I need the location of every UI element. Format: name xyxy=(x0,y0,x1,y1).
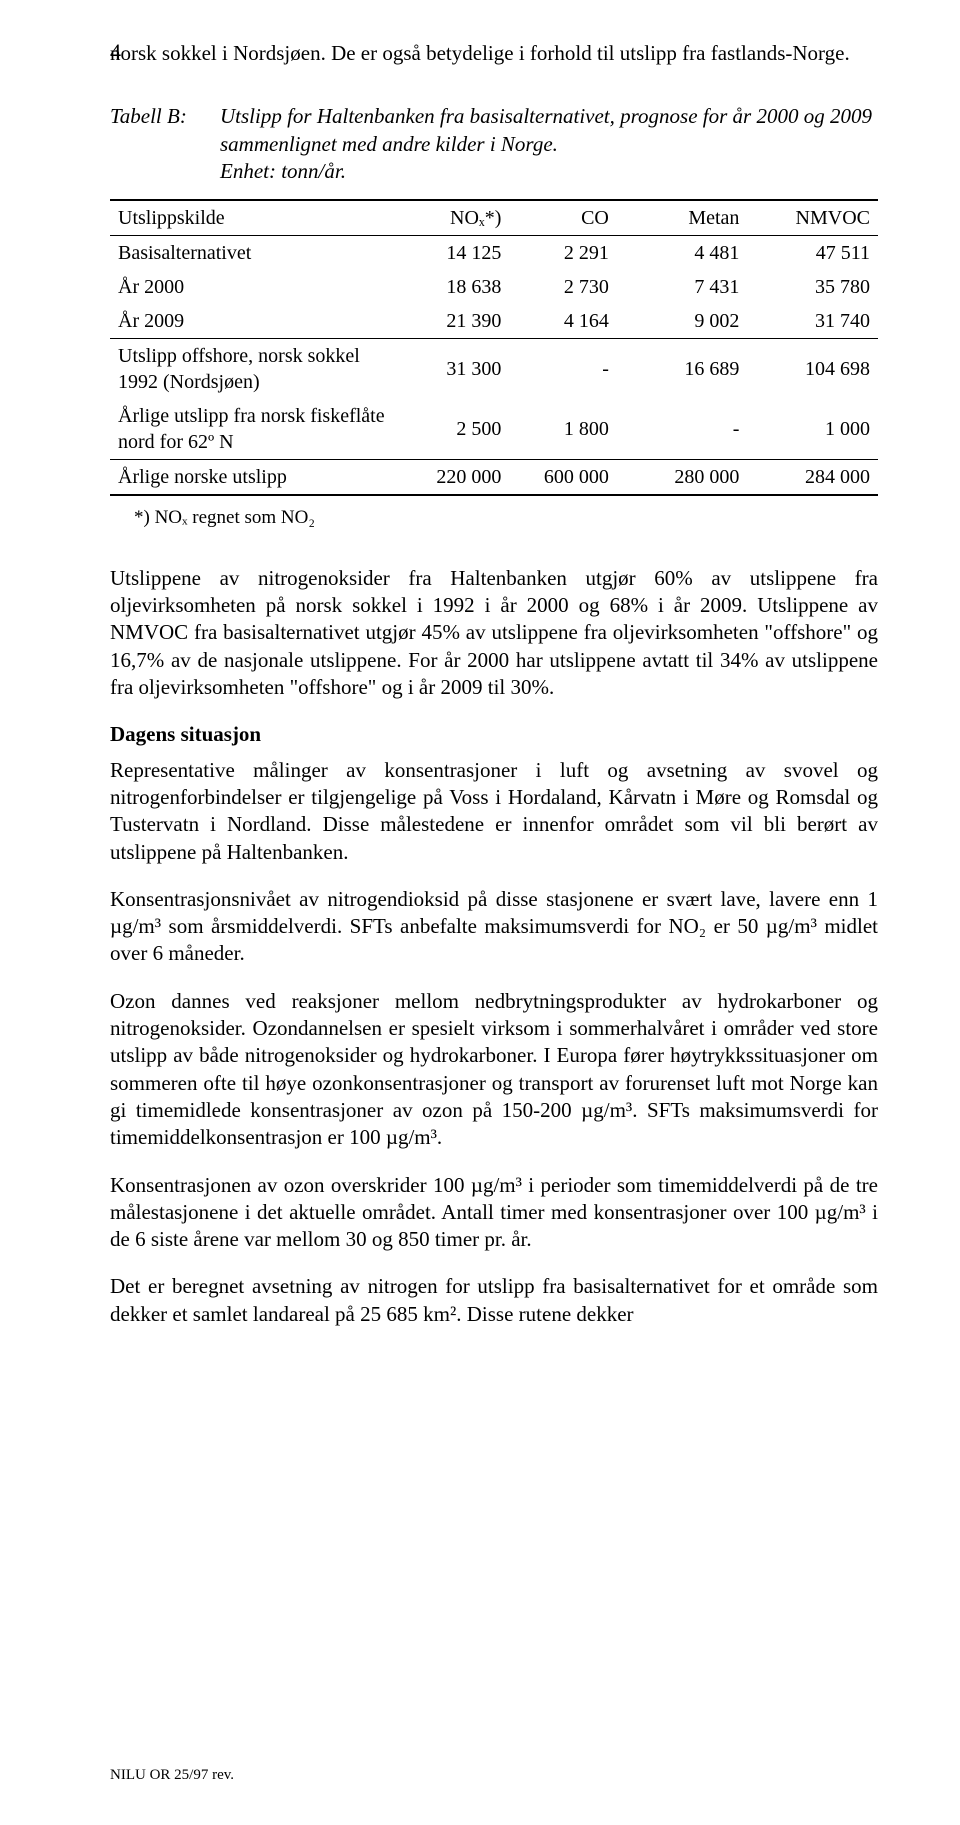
table-row: Basisalternativet 14 125 2 291 4 481 47 … xyxy=(110,236,878,271)
cell: År 2009 xyxy=(110,304,402,339)
table-row: Årlige norske utslipp 220 000 600 000 28… xyxy=(110,460,878,496)
cell: 1 800 xyxy=(509,399,617,460)
table-footnote: *) NOₓ regnet som NO₂ xyxy=(134,506,878,531)
cell: 21 390 xyxy=(402,304,510,339)
cell: 600 000 xyxy=(509,460,617,496)
th-nmvoc: NMVOC xyxy=(747,200,878,236)
section-heading: Dagens situasjon xyxy=(110,721,878,748)
cell: Årlige utslipp fra norsk fiskeflåte nord… xyxy=(110,399,402,460)
paragraph-2: Representative målinger av konsentrasjon… xyxy=(110,757,878,866)
cell: 284 000 xyxy=(747,460,878,496)
cell: 2 500 xyxy=(402,399,510,460)
cell: 104 698 xyxy=(747,339,878,400)
paragraph-3: Konsentrasjonsnivået av nitrogendioksid … xyxy=(110,886,878,968)
table-caption-line2: Enhet: tonn/år. xyxy=(220,159,346,183)
paragraph-6: Det er beregnet avsetning av nitrogen fo… xyxy=(110,1273,878,1328)
cell: 16 689 xyxy=(617,339,748,400)
th-co: CO xyxy=(509,200,617,236)
paragraph-4: Ozon dannes ved reaksjoner mellom nedbry… xyxy=(110,988,878,1152)
table-caption: Tabell B: Utslipp for Haltenbanken fra b… xyxy=(110,103,878,185)
cell: 2 730 xyxy=(509,270,617,304)
cell: 9 002 xyxy=(617,304,748,339)
intro-paragraph: norsk sokkel i Nordsjøen. De er også bet… xyxy=(110,40,878,67)
cell: År 2000 xyxy=(110,270,402,304)
table-row: År 2009 21 390 4 164 9 002 31 740 xyxy=(110,304,878,339)
th-nox: NOₓ*) xyxy=(402,200,510,236)
cell: Basisalternativet xyxy=(110,236,402,271)
emissions-table: Utslippskilde NOₓ*) CO Metan NMVOC Basis… xyxy=(110,199,878,496)
table-block: Tabell B: Utslipp for Haltenbanken fra b… xyxy=(110,103,878,531)
cell: 18 638 xyxy=(402,270,510,304)
cell: 280 000 xyxy=(617,460,748,496)
page-footer: NILU OR 25/97 rev. xyxy=(110,1766,234,1786)
cell: Årlige norske utslipp xyxy=(110,460,402,496)
table-caption-body: Utslipp for Haltenbanken fra basisaltern… xyxy=(220,103,878,185)
cell: 31 740 xyxy=(747,304,878,339)
cell: 4 164 xyxy=(509,304,617,339)
cell: Utslipp offshore, norsk sokkel 1992 (Nor… xyxy=(110,339,402,400)
page-number: 4 xyxy=(110,38,121,67)
table-label: Tabell B: xyxy=(110,103,220,130)
cell: 1 000 xyxy=(747,399,878,460)
cell: - xyxy=(509,339,617,400)
cell: 2 291 xyxy=(509,236,617,271)
paragraph-1: Utslippene av nitrogenoksider fra Halten… xyxy=(110,565,878,701)
cell: 31 300 xyxy=(402,339,510,400)
table-row: År 2000 18 638 2 730 7 431 35 780 xyxy=(110,270,878,304)
table-header-row: Utslippskilde NOₓ*) CO Metan NMVOC xyxy=(110,200,878,236)
th-source: Utslippskilde xyxy=(110,200,402,236)
cell: 35 780 xyxy=(747,270,878,304)
cell: 220 000 xyxy=(402,460,510,496)
cell: 4 481 xyxy=(617,236,748,271)
cell: 7 431 xyxy=(617,270,748,304)
table-caption-line1: Utslipp for Haltenbanken fra basisaltern… xyxy=(220,104,872,155)
cell: 14 125 xyxy=(402,236,510,271)
th-metan: Metan xyxy=(617,200,748,236)
paragraph-5: Konsentrasjonen av ozon overskrider 100 … xyxy=(110,1172,878,1254)
page: 4 norsk sokkel i Nordsjøen. De er også b… xyxy=(0,0,960,1825)
cell: 47 511 xyxy=(747,236,878,271)
table-row: Årlige utslipp fra norsk fiskeflåte nord… xyxy=(110,399,878,460)
cell: - xyxy=(617,399,748,460)
table-row: Utslipp offshore, norsk sokkel 1992 (Nor… xyxy=(110,339,878,400)
